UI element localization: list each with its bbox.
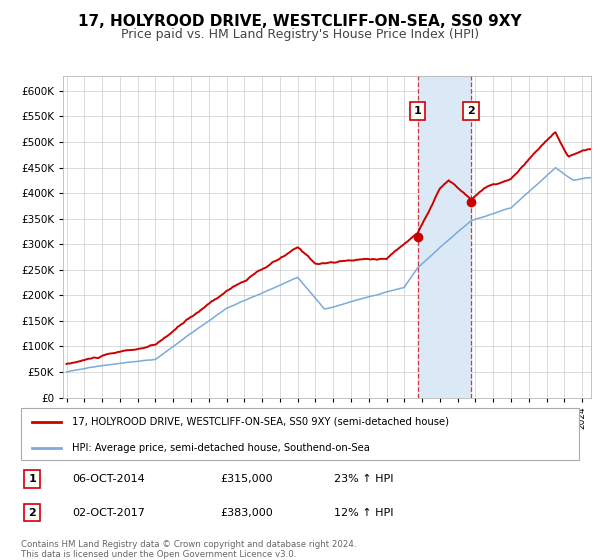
Text: 06-OCT-2014: 06-OCT-2014 [72, 474, 145, 484]
Text: 1: 1 [414, 106, 422, 116]
Text: HPI: Average price, semi-detached house, Southend-on-Sea: HPI: Average price, semi-detached house,… [72, 443, 370, 453]
Text: 12% ↑ HPI: 12% ↑ HPI [334, 507, 394, 517]
Text: 1: 1 [28, 474, 36, 484]
Text: 23% ↑ HPI: 23% ↑ HPI [334, 474, 394, 484]
FancyBboxPatch shape [20, 408, 580, 460]
Text: 02-OCT-2017: 02-OCT-2017 [72, 507, 145, 517]
Text: Price paid vs. HM Land Registry's House Price Index (HPI): Price paid vs. HM Land Registry's House … [121, 28, 479, 41]
Bar [418, 76, 471, 398]
Text: 2: 2 [467, 106, 475, 116]
Text: £383,000: £383,000 [220, 507, 273, 517]
Text: Contains HM Land Registry data © Crown copyright and database right 2024.
This d: Contains HM Land Registry data © Crown c… [20, 540, 356, 559]
Text: 17, HOLYROOD DRIVE, WESTCLIFF-ON-SEA, SS0 9XY (semi-detached house): 17, HOLYROOD DRIVE, WESTCLIFF-ON-SEA, SS… [72, 417, 449, 427]
Text: £315,000: £315,000 [220, 474, 273, 484]
Text: 2: 2 [28, 507, 36, 517]
Text: 17, HOLYROOD DRIVE, WESTCLIFF-ON-SEA, SS0 9XY: 17, HOLYROOD DRIVE, WESTCLIFF-ON-SEA, SS… [78, 14, 522, 29]
